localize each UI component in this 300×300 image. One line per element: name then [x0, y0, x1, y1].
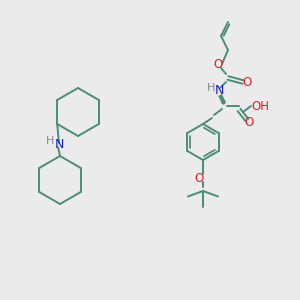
- Text: O: O: [194, 172, 204, 184]
- Text: H: H: [46, 136, 54, 146]
- Text: O: O: [242, 76, 252, 88]
- Text: OH: OH: [251, 100, 269, 112]
- Text: H: H: [207, 83, 215, 93]
- Text: O: O: [244, 116, 253, 130]
- Text: N: N: [214, 85, 224, 98]
- Text: N: N: [54, 137, 64, 151]
- Text: O: O: [213, 58, 223, 70]
